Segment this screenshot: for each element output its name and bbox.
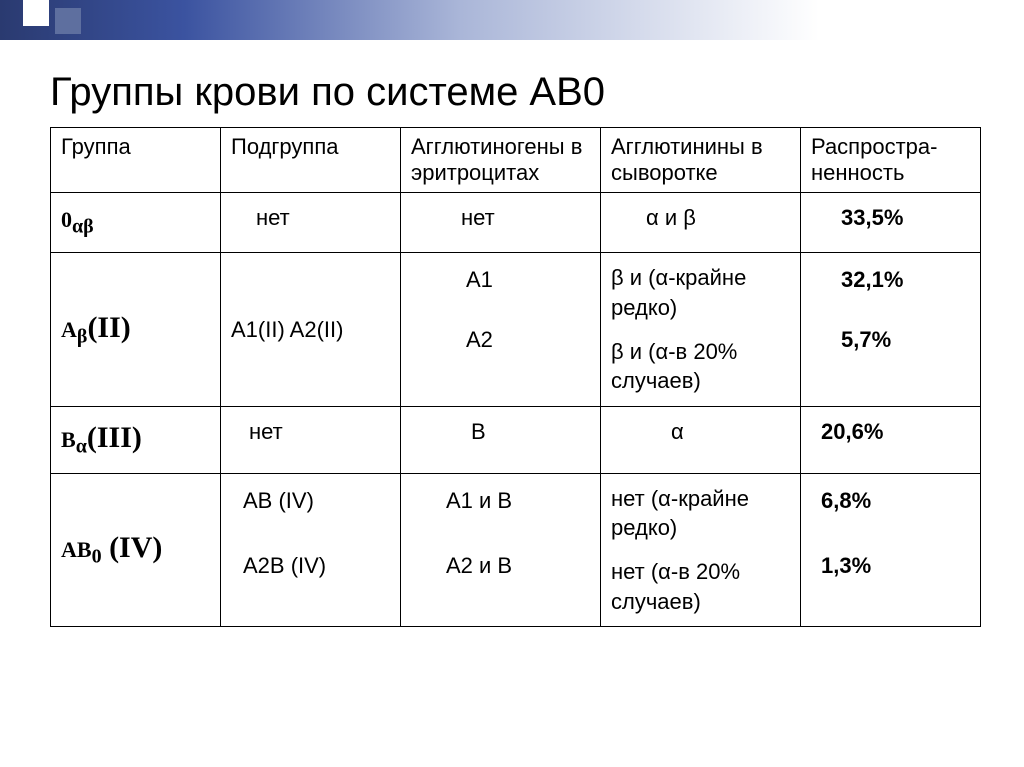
header-prevalence: Распростра-ненность bbox=[801, 128, 981, 193]
cell-prevalence: 6,8% 1,3% bbox=[801, 473, 981, 627]
blood-groups-table: Группа Подгруппа Агглютиногены в эритроц… bbox=[50, 127, 981, 627]
group-sub: α bbox=[76, 436, 87, 458]
cell-prevalence: 20,6% bbox=[801, 407, 981, 473]
header-agglutinogens: Агглютиногены в эритроцитах bbox=[401, 128, 601, 193]
cell-subgroup: AB (IV) A2B (IV) bbox=[221, 473, 401, 627]
cell-prevalence: 33,5% bbox=[801, 193, 981, 253]
group-suffix: (II) bbox=[87, 311, 130, 344]
header-subgroup: Подгруппа bbox=[221, 128, 401, 193]
cell-agglutinogens: нет bbox=[401, 193, 601, 253]
text: 32,1% bbox=[811, 265, 970, 295]
table-row: Bα(III) нет B α 20,6% bbox=[51, 407, 981, 473]
text: 33,5% bbox=[811, 203, 970, 233]
header-agglutinins: Агглютинины в сыворотке bbox=[601, 128, 801, 193]
text: A2 bbox=[411, 325, 590, 355]
group-suffix: (IV) bbox=[102, 531, 163, 564]
page-title: Группы крови по системе АВ0 bbox=[50, 70, 984, 115]
cell-agglutinogens: A1 и B A2 и B bbox=[401, 473, 601, 627]
group-sub: αβ bbox=[72, 215, 94, 237]
text: A1 bbox=[411, 265, 590, 295]
group-main: AB bbox=[61, 537, 92, 562]
group-main: 0 bbox=[61, 207, 72, 232]
text: A2B (IV) bbox=[231, 551, 390, 581]
cell-subgroup: A1(II) A2(II) bbox=[221, 253, 401, 407]
cell-agglutinogens: B bbox=[401, 407, 601, 473]
slide-content: Группы крови по системе АВ0 Группа Подгр… bbox=[0, 40, 1024, 647]
group-AB: AB0 (IV) bbox=[51, 473, 221, 627]
cell-subgroup: нет bbox=[221, 193, 401, 253]
cell-agglutinins: β и (α-крайне редко) β и (α-в 20% случае… bbox=[601, 253, 801, 407]
group-sub: 0 bbox=[92, 546, 102, 568]
group-main: A bbox=[61, 317, 77, 342]
text: 5,7% bbox=[811, 325, 970, 355]
table-row: Aβ(II) A1(II) A2(II) A1 A2 β и (α-крайне… bbox=[51, 253, 981, 407]
group-B: Bα(III) bbox=[51, 407, 221, 473]
text: A1 и B bbox=[411, 486, 590, 516]
text: нет bbox=[231, 203, 390, 233]
cell-prevalence: 32,1% 5,7% bbox=[801, 253, 981, 407]
text: α bbox=[611, 417, 790, 447]
table-row: AB0 (IV) AB (IV) A2B (IV) A1 и B A2 и B … bbox=[51, 473, 981, 627]
table-row: 0αβ нет нет α и β 33,5% bbox=[51, 193, 981, 253]
text: β и (α-в 20% случаев) bbox=[611, 337, 790, 396]
text: β и (α-крайне редко) bbox=[611, 263, 790, 322]
group-0: 0αβ bbox=[51, 193, 221, 253]
cell-agglutinins: α bbox=[601, 407, 801, 473]
header-group: Группа bbox=[51, 128, 221, 193]
text: AB (IV) bbox=[231, 486, 390, 516]
group-main: B bbox=[61, 427, 76, 452]
cell-agglutinins: нет (α-крайне редко) нет (α-в 20% случае… bbox=[601, 473, 801, 627]
text: A2 и B bbox=[411, 551, 590, 581]
group-suffix: (III) bbox=[87, 421, 142, 454]
text: B bbox=[411, 417, 590, 447]
cell-agglutinins: α и β bbox=[601, 193, 801, 253]
text: A1(II) A2(II) bbox=[231, 315, 390, 345]
header-decoration bbox=[0, 0, 1024, 40]
text: нет (α-в 20% случаев) bbox=[611, 557, 790, 616]
text: 6,8% bbox=[811, 486, 970, 516]
text: α и β bbox=[611, 203, 790, 233]
cell-subgroup: нет bbox=[221, 407, 401, 473]
text: 20,6% bbox=[811, 417, 970, 447]
text: нет bbox=[231, 417, 390, 447]
group-A: Aβ(II) bbox=[51, 253, 221, 407]
text: 1,3% bbox=[811, 551, 970, 581]
cell-agglutinogens: A1 A2 bbox=[401, 253, 601, 407]
text: нет bbox=[411, 203, 590, 233]
group-sub: β bbox=[77, 325, 88, 347]
text: нет (α-крайне редко) bbox=[611, 484, 790, 543]
table-header-row: Группа Подгруппа Агглютиногены в эритроц… bbox=[51, 128, 981, 193]
